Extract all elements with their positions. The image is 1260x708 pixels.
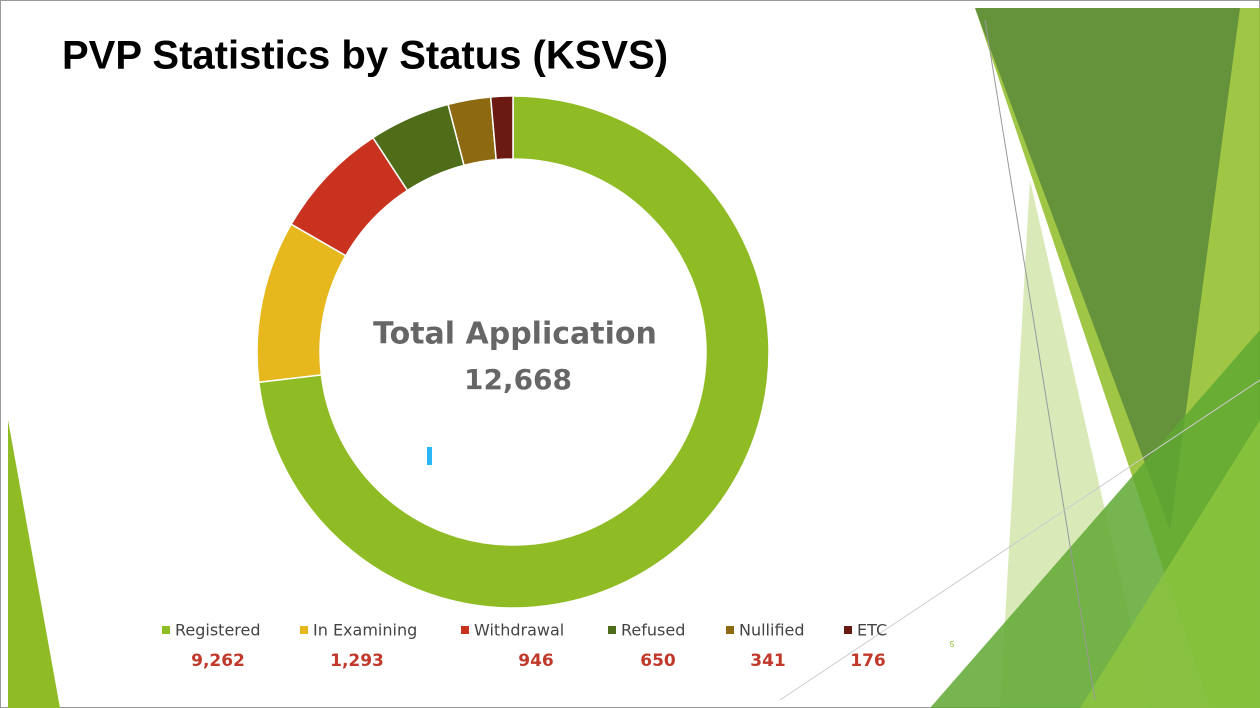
deco-mark bbox=[427, 447, 432, 465]
legend-swatch bbox=[162, 626, 170, 634]
slide: PVP Statistics by Status (KSVS) Total Ap… bbox=[0, 0, 1260, 708]
legend-label: Withdrawal bbox=[474, 621, 564, 640]
legend-label: Nullified bbox=[739, 621, 805, 640]
legend-label: Refused bbox=[621, 621, 685, 640]
legend-swatch bbox=[461, 626, 469, 634]
slide-number: 5 bbox=[950, 640, 955, 649]
value-label: 650 bbox=[640, 651, 676, 671]
legend-swatch bbox=[844, 626, 852, 634]
chart-title: PVP Statistics by Status (KSVS) bbox=[62, 34, 668, 78]
center-label: Total Application bbox=[373, 317, 657, 352]
value-label: 341 bbox=[750, 651, 786, 671]
legend-label: ETC bbox=[857, 621, 887, 640]
value-label: 176 bbox=[850, 651, 886, 671]
legend-swatch bbox=[608, 626, 616, 634]
legend-swatch bbox=[726, 626, 734, 634]
value-label: 946 bbox=[518, 651, 554, 671]
value-label: 1,293 bbox=[330, 651, 384, 671]
total-label: 12,668 bbox=[464, 363, 572, 396]
legend-label: In Examining bbox=[313, 621, 417, 640]
legend-label: Registered bbox=[175, 621, 261, 640]
value-label: 9,262 bbox=[191, 651, 245, 671]
legend-swatch bbox=[300, 626, 308, 634]
